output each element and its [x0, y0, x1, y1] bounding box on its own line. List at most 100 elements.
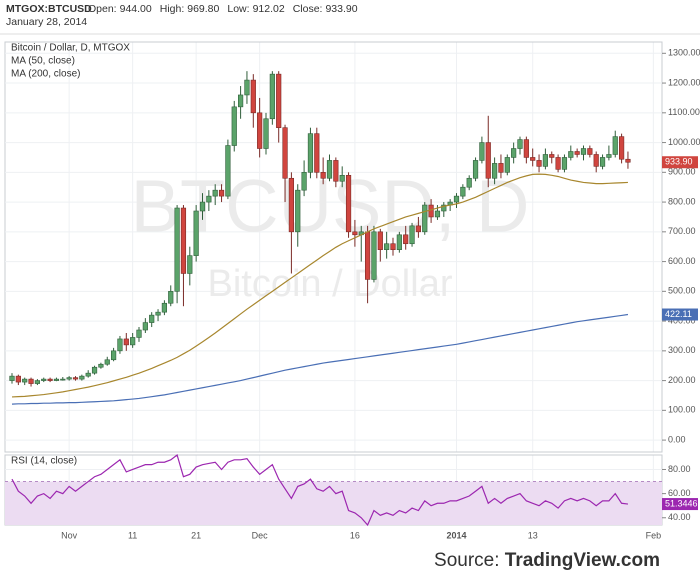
field-label: Open: [88, 3, 117, 15]
x-tick-label: 13 [528, 530, 538, 540]
x-tick-label: Dec [252, 530, 269, 540]
candle-body [149, 314, 155, 323]
candle-body [288, 177, 295, 233]
y-tick-label: 40.00 [668, 512, 691, 522]
candle-body [396, 234, 402, 250]
candle-body [377, 231, 383, 250]
y-tick-label: 800.00 [668, 196, 696, 206]
candle-body [434, 210, 441, 218]
candle-body [612, 136, 618, 155]
x-tick-label: 2014 [446, 530, 466, 540]
candle-body [587, 148, 593, 155]
candle-body [15, 375, 21, 383]
y-tick-label: 1100.00 [668, 107, 700, 117]
candle-body [320, 172, 326, 179]
line [11, 173, 628, 398]
candle-body [428, 204, 434, 218]
candle-body [91, 366, 98, 374]
candle-body [364, 231, 371, 280]
candle-body [79, 375, 85, 380]
candle-body [187, 255, 193, 274]
candle-body [250, 79, 256, 114]
candle-body [199, 201, 206, 212]
source-brand: TradingView.com [505, 550, 660, 571]
y-tick-label: 600.00 [668, 256, 696, 266]
candle-body [599, 157, 606, 167]
candle-body [307, 133, 314, 173]
candle-body [111, 350, 117, 361]
candle-body [491, 163, 498, 179]
candle-body [618, 136, 625, 160]
line [11, 453, 629, 527]
candle-body [212, 189, 218, 197]
y-tick-label: 1000.00 [668, 137, 700, 147]
candle-body [225, 145, 231, 197]
candle-body [593, 154, 599, 167]
candle-body [238, 94, 244, 108]
candle-body [123, 338, 129, 346]
candle-body [403, 234, 409, 245]
candle-body [523, 139, 529, 158]
candle-body [549, 154, 555, 158]
candle-body [104, 359, 110, 365]
y-tick-label: 0.00 [668, 434, 686, 444]
candle-body [257, 112, 263, 149]
candle-body [276, 73, 282, 128]
candle-body [60, 378, 66, 381]
candle-body [34, 380, 40, 384]
y-tick-label: 500.00 [668, 286, 696, 296]
candle-body [41, 378, 47, 381]
candle-body [339, 174, 345, 182]
candle-body [371, 231, 377, 280]
x-tick-label: Feb [646, 530, 662, 540]
candle-body [130, 337, 136, 346]
footer: Source: TradingView.com [434, 550, 660, 571]
price-tag [662, 308, 698, 321]
candle-body [28, 378, 34, 384]
x-tick-label: Nov [61, 530, 78, 540]
legend-title: Bitcoin / Dollar, D, MTGOX [11, 43, 130, 54]
candle-body [326, 160, 333, 179]
field-label: High: [160, 3, 185, 15]
candle-body [314, 133, 320, 173]
candle-body [466, 177, 472, 188]
candle-body [72, 377, 79, 380]
candle-body [384, 243, 390, 250]
candle-body [218, 189, 225, 197]
candle-body [53, 378, 60, 381]
candle-body [530, 157, 536, 161]
candle-body [206, 195, 212, 203]
candle-body [22, 378, 28, 383]
y-tick-label: 900.00 [668, 167, 696, 177]
y-tick-label: 100.00 [668, 405, 696, 415]
source-label: Source: [434, 550, 499, 571]
x-tick-label: 11 [128, 530, 137, 540]
symbol: MTGOX:BTCUSD [6, 3, 92, 15]
candle-body [479, 142, 485, 161]
candle-body [117, 338, 123, 352]
field-label: Low: [227, 3, 249, 15]
candle-body [511, 148, 517, 158]
y-tick-label: 700.00 [668, 226, 696, 236]
candle-body [555, 157, 561, 170]
candle-body [472, 160, 479, 179]
pane-border [4, 41, 663, 453]
legend-entry: MA (50, close) [11, 56, 75, 67]
x-tick-label: 16 [350, 530, 360, 540]
candle-body [390, 243, 396, 250]
price-tag-label: 933.90 [665, 157, 693, 167]
candle-body [66, 377, 72, 380]
candle-body [568, 151, 574, 158]
candle-body [504, 157, 510, 173]
candle-body [409, 225, 415, 245]
field-value: 969.80 [187, 3, 219, 15]
rsi-band [5, 481, 662, 525]
candle-body [142, 322, 148, 331]
y-tick-label: 80.00 [668, 464, 691, 474]
candle-body [244, 79, 250, 96]
candle-body [85, 372, 91, 377]
candle-body [155, 311, 161, 316]
candle-body [422, 204, 428, 233]
legend-entry: MA (200, close) [11, 69, 80, 80]
y-tick-label: 200.00 [668, 375, 696, 385]
